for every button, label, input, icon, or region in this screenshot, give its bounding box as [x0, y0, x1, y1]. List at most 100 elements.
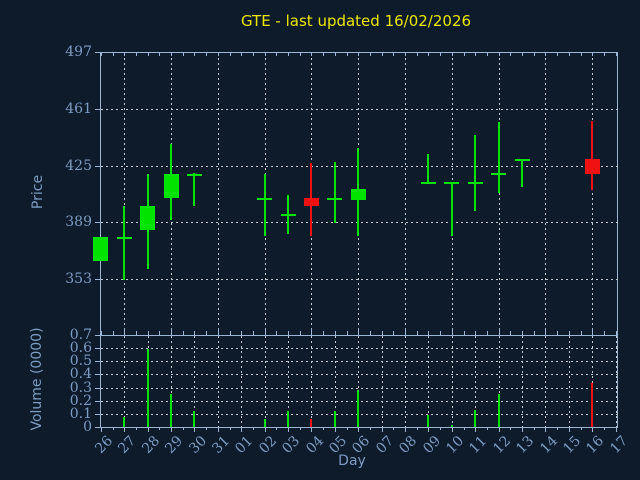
price-tick-label: 353 — [65, 271, 92, 288]
day-tick — [346, 331, 348, 335]
day-tick — [568, 331, 570, 335]
volume-gridline — [194, 336, 196, 428]
volume-bar-11 — [474, 409, 477, 427]
day-tick — [510, 427, 512, 430]
volume-gridline — [311, 336, 313, 428]
x-tick-label: 13 — [513, 433, 538, 457]
day-tick — [241, 427, 243, 432]
price-axis-label: Price — [30, 174, 46, 210]
candle-wick-09 — [427, 153, 430, 183]
volume-tick — [95, 400, 100, 402]
volume-gridline — [264, 336, 266, 428]
day-tick — [264, 328, 266, 335]
day-tick — [358, 427, 360, 432]
day-tick — [217, 53, 219, 56]
volume-gridline — [241, 336, 243, 428]
volume-gridline — [405, 336, 406, 428]
day-tick — [229, 53, 231, 56]
day-tick — [533, 53, 535, 56]
day-tick — [405, 328, 406, 335]
day-tick — [463, 427, 465, 430]
day-tick — [159, 53, 161, 56]
day-tick — [615, 53, 617, 56]
volume-bar-27 — [123, 417, 126, 427]
volume-gridline — [101, 361, 618, 363]
day-tick — [393, 53, 395, 56]
x-tick-label: 14 — [536, 433, 561, 457]
volume-bar-10 — [450, 425, 453, 427]
day-tick — [510, 53, 512, 56]
day-tick — [288, 53, 289, 56]
day-tick — [545, 53, 547, 56]
day-tick — [522, 53, 523, 56]
day-tick — [241, 53, 243, 56]
day-tick — [475, 53, 477, 56]
day-tick — [147, 331, 149, 335]
candle-body-12 — [491, 172, 507, 175]
day-tick — [580, 331, 582, 335]
candle-body-10 — [444, 182, 460, 185]
day-tick — [112, 427, 114, 430]
candle-body-28 — [140, 205, 156, 230]
volume-gridline — [592, 336, 594, 428]
day-tick — [522, 331, 523, 335]
price-plot — [93, 52, 618, 336]
day-tick — [369, 331, 371, 335]
day-tick — [264, 427, 266, 432]
x-tick-label: 17 — [607, 433, 631, 457]
day-tick — [124, 427, 126, 432]
candle-wick-13 — [521, 158, 523, 187]
day-tick — [288, 427, 289, 432]
price-tick-label: 389 — [65, 214, 92, 231]
x-tick-label: 26 — [92, 433, 117, 457]
day-tick — [358, 53, 360, 56]
candle-body-30 — [186, 174, 202, 177]
day-tick — [135, 331, 137, 335]
volume-gridline — [451, 336, 453, 428]
candle-wick-30 — [193, 172, 196, 206]
day-tick — [182, 331, 184, 335]
day-tick — [252, 331, 254, 335]
day-tick — [299, 427, 301, 430]
day-tick — [568, 53, 570, 56]
day-tick — [194, 53, 196, 56]
volume-bar-09 — [427, 414, 430, 427]
volume-gridline — [101, 348, 618, 350]
day-tick — [592, 427, 594, 432]
day-tick — [475, 427, 477, 432]
day-tick — [498, 427, 500, 432]
volume-bar-02 — [263, 418, 266, 427]
day-tick — [428, 53, 430, 56]
candle-body-13 — [514, 158, 530, 161]
volume-bar-29 — [170, 393, 172, 427]
candle-wick-02 — [263, 174, 266, 236]
day-tick — [369, 427, 371, 430]
day-tick — [171, 328, 172, 335]
candle-body-27 — [116, 237, 132, 240]
volume-gridline — [217, 336, 219, 428]
day-tick — [206, 53, 208, 56]
chart-title: GTE - last updated 16/02/2026 — [240, 12, 472, 30]
day-tick — [475, 331, 477, 335]
price-tick — [95, 222, 100, 224]
candle-wick-05 — [333, 161, 336, 224]
volume-tick-label: 0.6 — [69, 340, 92, 357]
day-tick — [346, 53, 348, 56]
volume-bar-06 — [357, 389, 360, 427]
day-tick — [112, 53, 114, 56]
volume-tick-label: 0.5 — [69, 353, 92, 370]
volume-bar-12 — [497, 393, 500, 427]
day-tick — [171, 427, 172, 432]
day-tick — [580, 53, 582, 56]
volume-gridline — [475, 336, 477, 428]
price-gridline — [101, 279, 618, 281]
day-tick — [288, 331, 289, 335]
day-tick — [381, 427, 383, 432]
day-tick — [592, 328, 594, 335]
day-tick — [241, 331, 243, 335]
volume-gridline — [545, 336, 547, 428]
x-tick-label: 11 — [466, 433, 491, 457]
price-tick — [95, 165, 100, 167]
day-tick — [100, 427, 102, 432]
x-tick-label: 30 — [185, 433, 210, 457]
